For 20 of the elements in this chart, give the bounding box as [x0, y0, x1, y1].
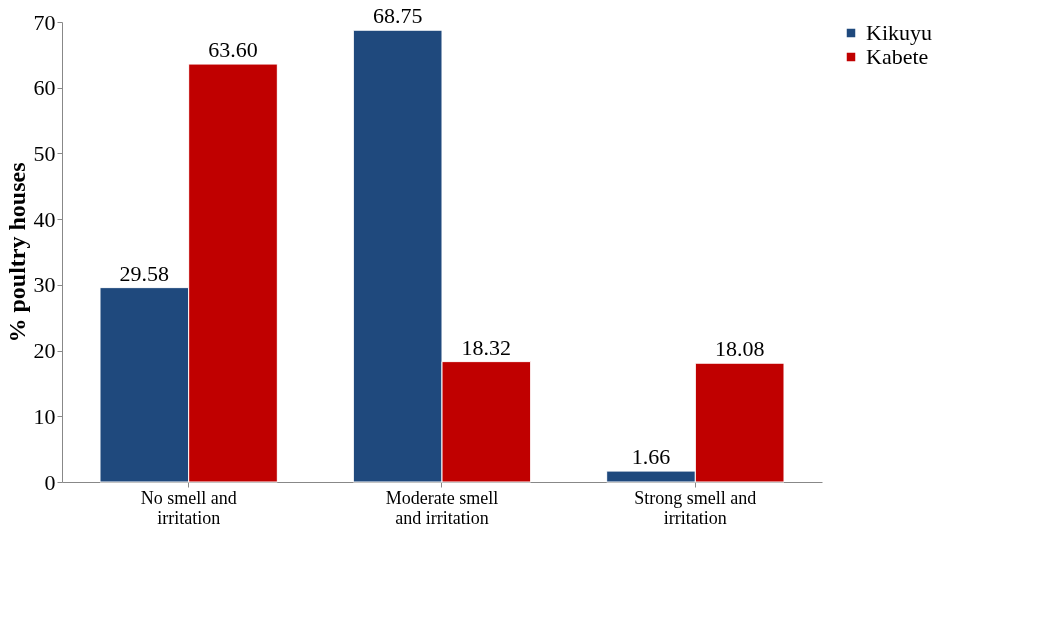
y-tick-label: 70	[33, 9, 56, 35]
data-label: 18.08	[714, 336, 765, 362]
x-tick-label: No smell and irritation	[140, 487, 237, 528]
data-label: 63.60	[208, 37, 258, 63]
y-tick-label: 20	[33, 338, 56, 364]
data-label: 1.66	[631, 444, 671, 470]
y-tick-label: 30	[33, 272, 56, 298]
data-label: 68.75	[372, 3, 423, 29]
legend-label: Kabete	[866, 44, 929, 69]
y-tick-label: 60	[33, 75, 56, 101]
y-tick-label: 0	[44, 469, 56, 495]
legend-label: Kikuyu	[866, 20, 932, 45]
x-tick-label: Strong smell and irritation	[634, 487, 757, 528]
y-tick-label: 10	[33, 403, 56, 429]
data-label: 18.32	[461, 334, 512, 360]
y-tick-label: 50	[33, 140, 56, 166]
data-label: 29.58	[119, 260, 170, 286]
y-tick-label: 40	[33, 206, 56, 232]
y-axis-title: % poultry houses	[3, 162, 30, 343]
x-tick-label: Moderate smell and irritation	[385, 487, 499, 528]
